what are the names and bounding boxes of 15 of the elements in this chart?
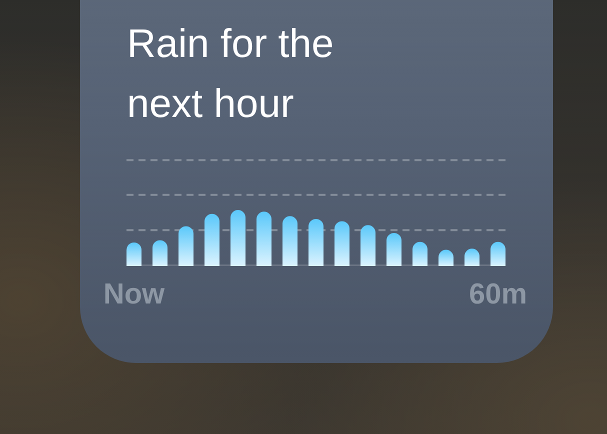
bar	[490, 242, 506, 266]
bar	[308, 218, 324, 266]
x-tick-label: 60m	[468, 278, 528, 310]
bar	[256, 212, 272, 266]
chart-title: Rain for the next hour	[127, 21, 335, 128]
bar	[178, 226, 194, 266]
x-tick-label: Now	[103, 278, 166, 310]
bar	[386, 232, 402, 266]
bar	[360, 225, 376, 266]
bar	[230, 210, 246, 266]
bar	[334, 221, 350, 266]
bar	[412, 242, 428, 266]
bar	[204, 214, 220, 266]
bar	[152, 240, 168, 266]
bar	[282, 216, 298, 266]
